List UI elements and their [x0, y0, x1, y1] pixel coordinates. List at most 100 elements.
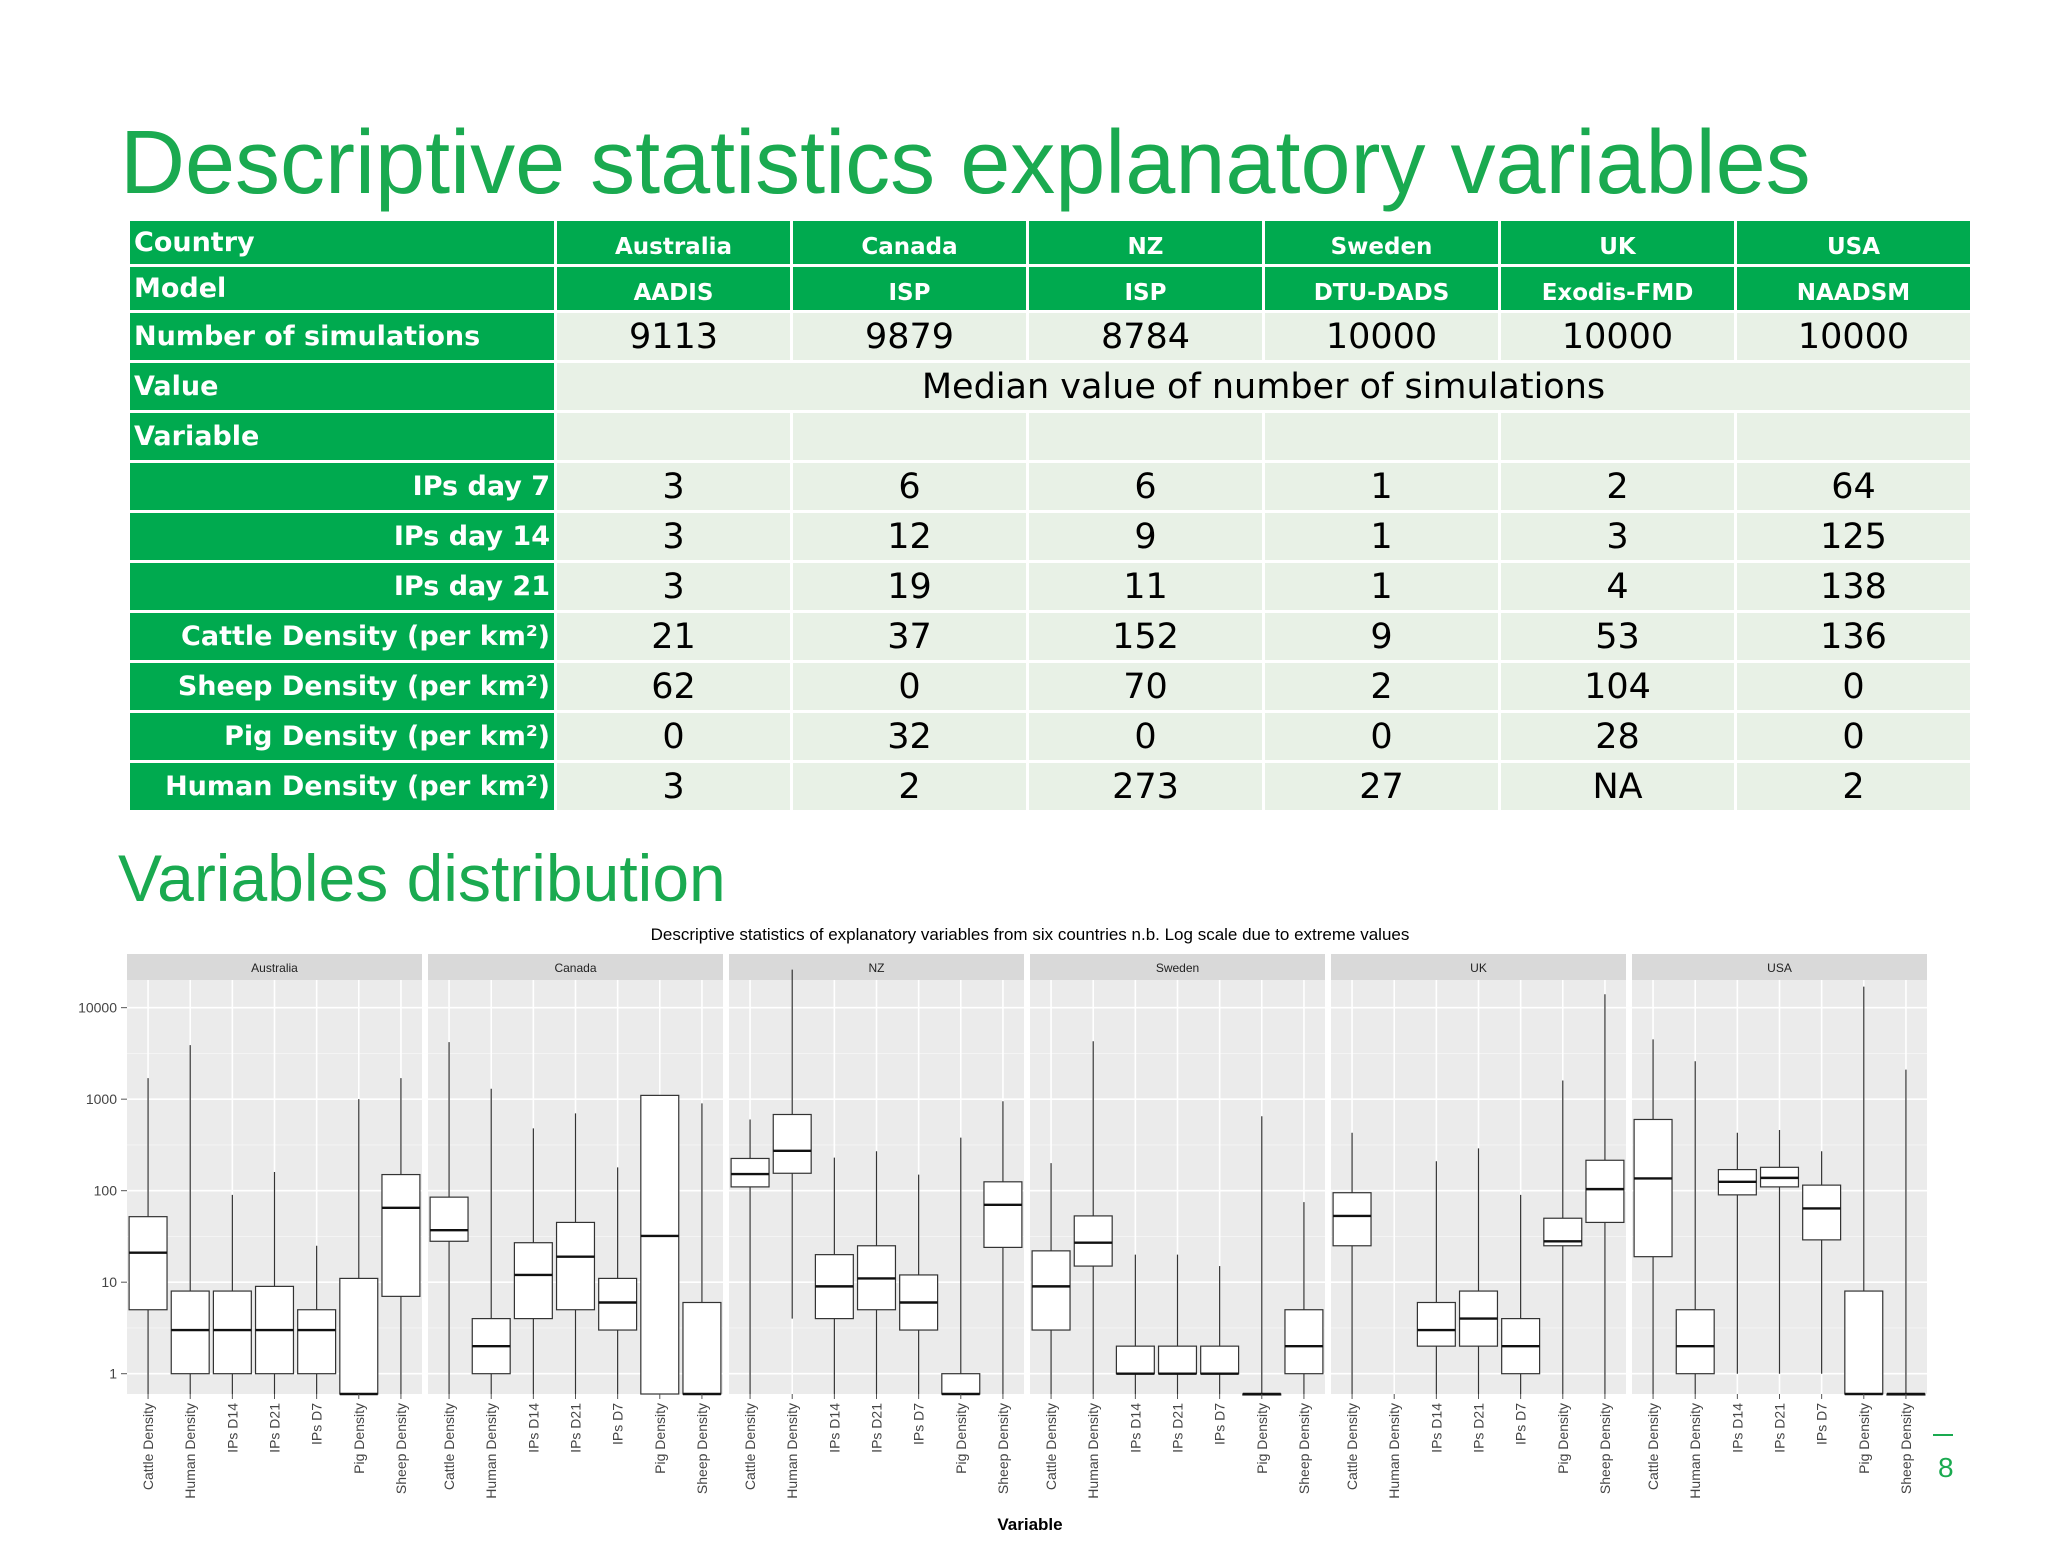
box-body	[128, 1216, 168, 1311]
box-body	[772, 1113, 812, 1174]
x-tick-label: IPs D14	[1428, 1403, 1444, 1453]
x-tick-label: Cattle Density	[1645, 1403, 1661, 1490]
table-cell: 11	[1026, 560, 1265, 613]
x-tick-label: IPs D7	[1814, 1403, 1830, 1445]
table-cell: 62	[554, 660, 793, 713]
table-row: IPs day 14 3 12 9 1 3 125	[127, 510, 1973, 563]
box-body	[1802, 1184, 1842, 1241]
box-body	[682, 1301, 722, 1395]
table-cell: 125	[1734, 510, 1973, 563]
y-tick-label: 10	[101, 1274, 117, 1290]
table-cell: 3	[1498, 510, 1737, 563]
chart-title: Descriptive statistics of explanatory va…	[651, 925, 1410, 944]
row-label: Human Density (per km²)	[127, 760, 557, 813]
table-row: IPs day 21 3 19 11 1 4 138	[127, 560, 1973, 613]
row-label: Value	[127, 360, 557, 413]
row-label: Pig Density (per km²)	[127, 710, 557, 763]
row-label: Model	[127, 264, 557, 313]
x-tick-label: IPs D7	[610, 1403, 626, 1445]
box-body	[429, 1196, 469, 1242]
x-tick-label: Sheep Density	[1296, 1403, 1312, 1494]
x-tick-label: Human Density	[483, 1403, 499, 1499]
table-cell: 2	[1262, 660, 1501, 713]
x-tick-label: Cattle Density	[1344, 1403, 1360, 1490]
box-body	[170, 1290, 210, 1375]
x-tick-label: Human Density	[784, 1403, 800, 1499]
box-body	[1332, 1192, 1372, 1247]
table-row-model: Model AADIS ISP ISP DTU-DADS Exodis-FMD …	[127, 264, 1973, 313]
table-cell: 0	[790, 660, 1029, 713]
x-tick-label: Sheep Density	[995, 1403, 1011, 1494]
table-cell: 2	[790, 760, 1029, 813]
page-divider	[1933, 1434, 1953, 1436]
page-number: 8	[1938, 1452, 1954, 1483]
table-row: Cattle Density (per km²) 21 37 152 9 53 …	[127, 610, 1973, 663]
x-tick-label: Sheep Density	[393, 1403, 409, 1494]
box-body	[297, 1309, 337, 1375]
table-cell: 138	[1734, 560, 1973, 613]
model-header: Exodis-FMD	[1498, 264, 1737, 313]
table-cell	[554, 410, 793, 463]
table-cell: 4	[1498, 560, 1737, 613]
row-label: Cattle Density (per km²)	[127, 610, 557, 663]
table-cell: 12	[790, 510, 1029, 563]
table-cell: 10000	[1262, 310, 1501, 363]
model-header: AADIS	[554, 264, 793, 313]
table-cell: 1	[1262, 510, 1501, 563]
row-label: Number of simulations	[127, 310, 557, 363]
table-cell: 1	[1262, 560, 1501, 613]
table-cell: 10000	[1498, 310, 1737, 363]
table-cell: 0	[1262, 710, 1501, 763]
model-header: DTU-DADS	[1262, 264, 1501, 313]
y-tick-label: 1	[109, 1366, 117, 1382]
facet-strip	[1632, 954, 1927, 980]
x-tick-label: IPs D14	[1127, 1403, 1143, 1453]
x-tick-label: Pig Density	[351, 1403, 367, 1474]
facet-label: Australia	[251, 961, 298, 975]
x-tick-label: IPs D21	[1170, 1403, 1186, 1453]
table-row: Sheep Density (per km²) 62 0 70 2 104 0	[127, 660, 1973, 713]
x-tick-label: Cattle Density	[742, 1403, 758, 1490]
table-cell: 0	[554, 710, 793, 763]
facet-strip	[127, 954, 422, 980]
table-cell: 10000	[1734, 310, 1973, 363]
x-tick-label: IPs D7	[1212, 1403, 1228, 1445]
facet-label: Sweden	[1156, 961, 1199, 975]
table-cell	[1498, 410, 1737, 463]
x-axis-title: Variable	[997, 1515, 1062, 1534]
box-body	[1844, 1290, 1884, 1395]
table-cell: 27	[1262, 760, 1501, 813]
x-tick-label: Cattle Density	[441, 1403, 457, 1490]
table-cell: 28	[1498, 710, 1737, 763]
table-cell: 2	[1734, 760, 1973, 813]
table-row: Human Density (per km²) 3 2 273 27 NA 2	[127, 760, 1973, 813]
row-label: IPs day 7	[127, 460, 557, 513]
table-cell: 70	[1026, 660, 1265, 713]
model-header: ISP	[1026, 264, 1265, 313]
x-tick-label: Human Density	[1386, 1403, 1402, 1499]
table-row-variable: Variable	[127, 410, 1973, 463]
x-tick-label: Sheep Density	[1898, 1403, 1914, 1494]
section-subtitle: Variables distribution	[118, 841, 726, 915]
x-tick-label: Pig Density	[1555, 1403, 1571, 1474]
table-cell: 136	[1734, 610, 1973, 663]
x-tick-label: Sheep Density	[1597, 1403, 1613, 1494]
table-cell: 53	[1498, 610, 1737, 663]
table-cell: 8784	[1026, 310, 1265, 363]
table-row-value: Value Median value of number of simulati…	[127, 360, 1973, 413]
box-body	[212, 1290, 252, 1375]
box-body	[1115, 1345, 1155, 1375]
box-body	[1633, 1118, 1673, 1258]
box-body	[1200, 1345, 1240, 1375]
box-body	[1157, 1345, 1198, 1375]
table-cell: 3	[554, 560, 793, 613]
table-cell: 2	[1498, 460, 1737, 513]
country-header: USA	[1734, 218, 1973, 267]
x-tick-label: Pig Density	[1856, 1403, 1872, 1474]
table-cell: 21	[554, 610, 793, 663]
facet-label: UK	[1470, 961, 1487, 975]
x-tick-label: IPs D21	[1471, 1403, 1487, 1453]
table-cell: 0	[1734, 660, 1973, 713]
table-cell: 6	[1026, 460, 1265, 513]
table-cell: 104	[1498, 660, 1737, 713]
